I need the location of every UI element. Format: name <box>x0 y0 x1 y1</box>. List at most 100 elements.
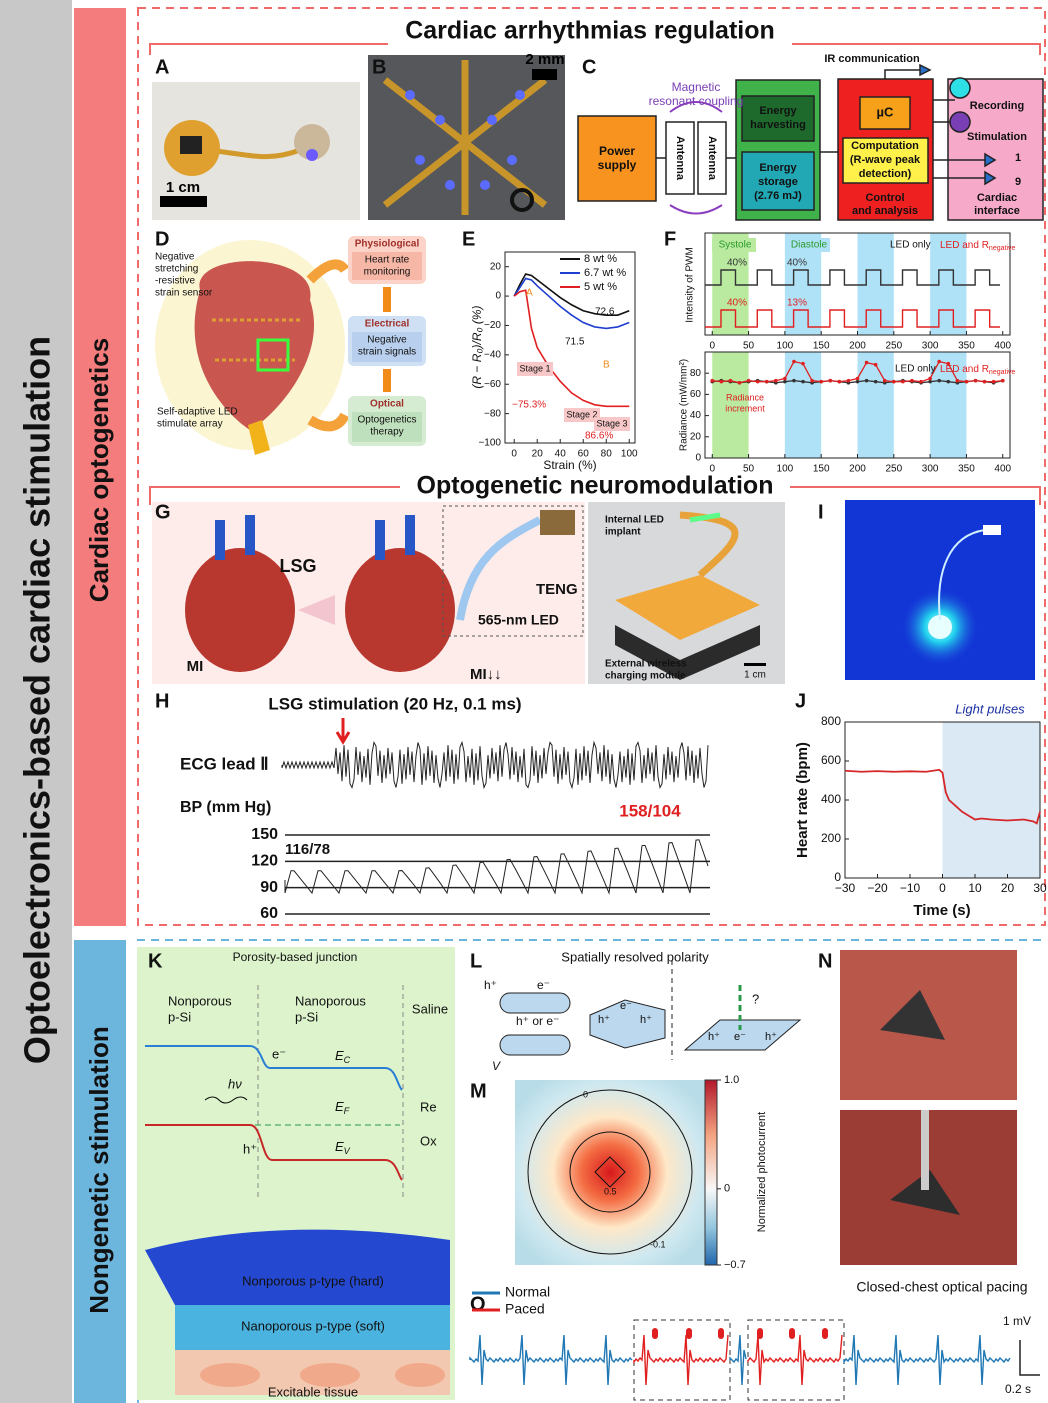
label: harvesting <box>750 119 806 131</box>
x-tick-label: 0 <box>939 881 946 895</box>
label: 9 <box>1015 176 1021 188</box>
panel-letter: A <box>155 56 169 78</box>
x-tick-label: −20 <box>867 881 888 895</box>
label: h⁺ or e⁻ <box>516 1014 559 1028</box>
light-pulse <box>718 1328 724 1339</box>
label: resonant coupling <box>649 94 744 108</box>
scale-bar <box>1020 1340 1040 1375</box>
series-point <box>928 377 932 381</box>
label: Internal LED <box>605 515 664 526</box>
label: Optogenetics <box>358 415 417 426</box>
label: TENG <box>536 581 578 598</box>
series-point <box>801 362 805 366</box>
label: detection) <box>859 168 912 180</box>
label: LSG <box>279 556 316 576</box>
label: Energy <box>759 105 797 117</box>
label: -resistive <box>155 276 195 287</box>
legend-label: Paced <box>505 1301 545 1317</box>
label: MI <box>187 658 204 675</box>
highlight <box>943 722 1041 878</box>
ecg-trace <box>844 1335 1010 1385</box>
x-tick-label: 200 <box>849 341 866 352</box>
label: implant <box>605 527 641 538</box>
photo-a <box>152 82 360 220</box>
series-point <box>974 379 978 383</box>
label-main: LED and R <box>940 240 989 251</box>
label: e⁻ <box>620 1000 632 1012</box>
label: 0 <box>583 1089 588 1099</box>
label: strain sensor <box>155 288 213 299</box>
y-axis-label: Heart rate (bpm) <box>794 742 811 858</box>
photos-n <box>840 950 1017 1265</box>
label: Negative <box>367 335 407 346</box>
x-tick-label: 150 <box>813 464 830 475</box>
light-pulse <box>789 1328 795 1339</box>
series-point <box>1001 379 1005 383</box>
series-point <box>919 380 923 384</box>
section-title: Cardiac arrhythmias regulation <box>405 17 775 45</box>
x-tick-label: 50 <box>743 464 755 475</box>
label: Antenna <box>706 136 718 181</box>
series-point <box>756 380 760 384</box>
ecg-trace <box>470 1335 632 1385</box>
colorbar-tick-label: 1.0 <box>724 1074 739 1086</box>
x-tick-label: 250 <box>885 341 902 352</box>
x-tick-label: 20 <box>1001 881 1015 895</box>
label-main: E <box>335 1139 344 1154</box>
x-tick-label: 30 <box>1033 881 1047 895</box>
bp-tick-label: 120 <box>251 853 278 870</box>
series-point <box>983 380 987 384</box>
series-point <box>765 380 769 384</box>
label: monitoring <box>364 267 411 278</box>
label: ECG lead Ⅱ <box>180 754 269 773</box>
label: Magnetic <box>672 80 721 94</box>
series-point <box>774 379 778 383</box>
label: h⁺ <box>598 1014 610 1026</box>
y-tick-label: 600 <box>821 753 841 767</box>
label: Porosity-based junction <box>233 950 358 964</box>
series-point <box>783 380 787 384</box>
label: Nonporous p-type (hard) <box>242 1273 384 1288</box>
label: e⁻ <box>734 1031 746 1043</box>
label: h⁺ <box>243 1141 257 1156</box>
y-tick-label: 0 <box>834 870 841 884</box>
series-point <box>828 379 832 383</box>
series-point <box>729 379 733 383</box>
series-point <box>819 380 823 384</box>
series-point <box>865 379 869 383</box>
label: increment <box>725 403 765 413</box>
panel-letter: N <box>818 950 832 972</box>
label: hν <box>228 1076 242 1091</box>
legend-label: Normal <box>505 1284 550 1300</box>
series-point <box>856 380 860 384</box>
label: Stimulation <box>967 131 1027 143</box>
series-point <box>892 380 896 384</box>
label: Saline <box>412 1001 448 1016</box>
panel-letter: O <box>470 1293 486 1315</box>
colorbar-tick-label: −0.7 <box>724 1259 746 1271</box>
stage-label: Stage 3 <box>596 418 627 428</box>
label: h⁺ <box>484 978 497 992</box>
label: 40% <box>727 258 747 269</box>
y-tick-label: 0 <box>695 453 701 464</box>
x-tick-label: 10 <box>968 881 982 895</box>
series-point <box>738 381 742 385</box>
series-point <box>720 380 724 384</box>
bp-trace <box>285 840 708 893</box>
legend-label: LED and Rnegative <box>940 364 1015 376</box>
label: 0.5 <box>604 1186 617 1196</box>
label-sub: F <box>344 1106 350 1116</box>
y-axis-label: Radiance (mW/mm²) <box>679 359 690 451</box>
label: 158/104 <box>619 801 681 820</box>
label: Heart rate <box>365 255 410 266</box>
bp-tick-label: 60 <box>260 905 278 922</box>
label: -0.1 <box>650 1239 666 1249</box>
label: stretching <box>155 264 198 275</box>
x-tick-label: 150 <box>813 341 830 352</box>
series-point <box>956 379 960 383</box>
label: 116/78 <box>285 841 330 858</box>
label: Computation <box>851 140 919 152</box>
panel-letter: B <box>372 56 386 78</box>
label: (2.76 mJ) <box>754 190 802 202</box>
label: Antenna <box>674 136 686 181</box>
